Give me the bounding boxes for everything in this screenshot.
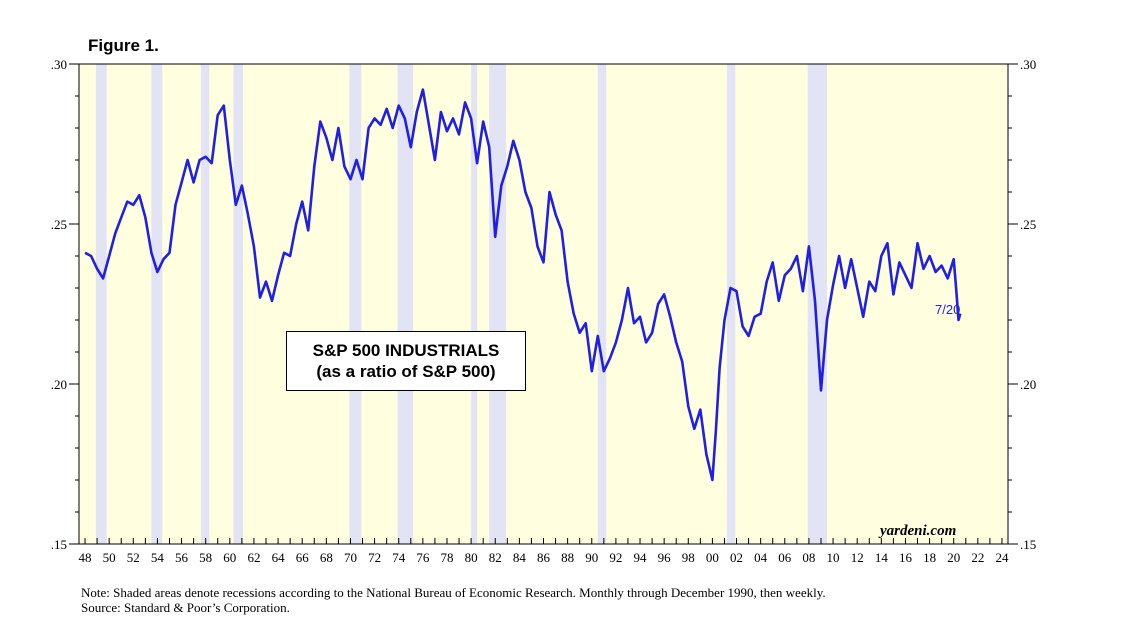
y-tick-label-right: .25	[1020, 217, 1036, 232]
x-tick-label: 66	[296, 550, 310, 565]
x-tick-label: 94	[634, 550, 648, 565]
plot-area	[79, 64, 1008, 544]
x-tick-label: 96	[658, 550, 672, 565]
recession-band	[807, 64, 828, 544]
recession-band	[471, 64, 478, 544]
x-tick-label: 08	[802, 550, 815, 565]
x-tick-label: 54	[151, 550, 165, 565]
x-tick-label: 68	[320, 550, 333, 565]
series-line	[84, 88, 962, 482]
source-text: Source: Standard & Poor’s Corporation.	[81, 600, 290, 615]
x-tick-label: 86	[537, 550, 551, 565]
x-tick-label: 90	[585, 550, 598, 565]
y-tick-label-left: .15	[51, 537, 67, 552]
recession-band	[489, 64, 507, 544]
x-tick-label: 58	[199, 550, 212, 565]
x-tick-label: 74	[392, 550, 406, 565]
x-tick-label: 04	[754, 550, 768, 565]
recession-band	[397, 64, 414, 544]
x-tick-label: 98	[682, 550, 695, 565]
x-tick-label: 82	[489, 550, 502, 565]
x-tick-label: 80	[465, 550, 478, 565]
x-tick-label: 56	[175, 550, 189, 565]
figure-title: Figure 1.	[88, 36, 159, 55]
x-tick-label: 12	[851, 550, 864, 565]
x-tick-label: 60	[223, 550, 236, 565]
recession-band	[726, 64, 736, 544]
y-tick-label-left: .30	[51, 57, 67, 72]
axes: .15 .15 .20 .20 .25 .25 .30 .30 48 50 52 54 56 58 60 62…	[51, 57, 1037, 565]
y-tick-label-left: .20	[51, 377, 67, 392]
x-tick-label: 50	[103, 550, 116, 565]
x-tick-label: 64	[272, 550, 286, 565]
series-end-label: 7/20	[935, 302, 961, 317]
x-tick-label: 02	[730, 550, 743, 565]
plot-background	[79, 64, 1008, 544]
x-tick-label: 92	[609, 550, 622, 565]
recession-band	[151, 64, 163, 544]
x-tick-label: 16	[899, 550, 913, 565]
x-tick-label: 20	[947, 550, 960, 565]
annotation-line-2: (as a ratio of S&P 500)	[316, 362, 496, 381]
note-text: Note: Shaded areas denote recessions acc…	[81, 585, 826, 600]
annotation-line-1: S&P 500 INDUSTRIALS	[312, 341, 500, 360]
recession-band	[233, 64, 244, 544]
x-tick-label: 78	[440, 550, 453, 565]
x-tick-label: 14	[875, 550, 889, 565]
chart-annotation-box: S&P 500 INDUSTRIALS (as a ratio of S&P 5…	[286, 331, 526, 391]
x-tick-label: 52	[127, 550, 140, 565]
x-tick-label: 72	[368, 550, 381, 565]
x-tick-label: 18	[923, 550, 936, 565]
x-tick-label: 48	[79, 550, 92, 565]
y-tick-label-left: .25	[51, 217, 67, 232]
recession-band	[200, 64, 210, 544]
recession-band	[95, 64, 107, 544]
x-tick-label: 84	[513, 550, 527, 565]
x-tick-label: 76	[416, 550, 430, 565]
x-tick-label: 06	[778, 550, 792, 565]
y-tick-label-right: .15	[1020, 537, 1036, 552]
x-tick-label: 22	[971, 550, 984, 565]
watermark: yardeni.com	[880, 523, 957, 539]
x-tick-label: 88	[561, 550, 574, 565]
x-tick-label: 24	[995, 550, 1009, 565]
x-tick-label: 00	[706, 550, 719, 565]
y-tick-label-right: .20	[1020, 377, 1036, 392]
recession-band	[597, 64, 607, 544]
x-tick-label: 70	[344, 550, 357, 565]
recession-band	[349, 64, 362, 544]
x-tick-label: 62	[247, 550, 260, 565]
x-tick-label: 10	[827, 550, 840, 565]
y-tick-label-right: .30	[1020, 57, 1036, 72]
